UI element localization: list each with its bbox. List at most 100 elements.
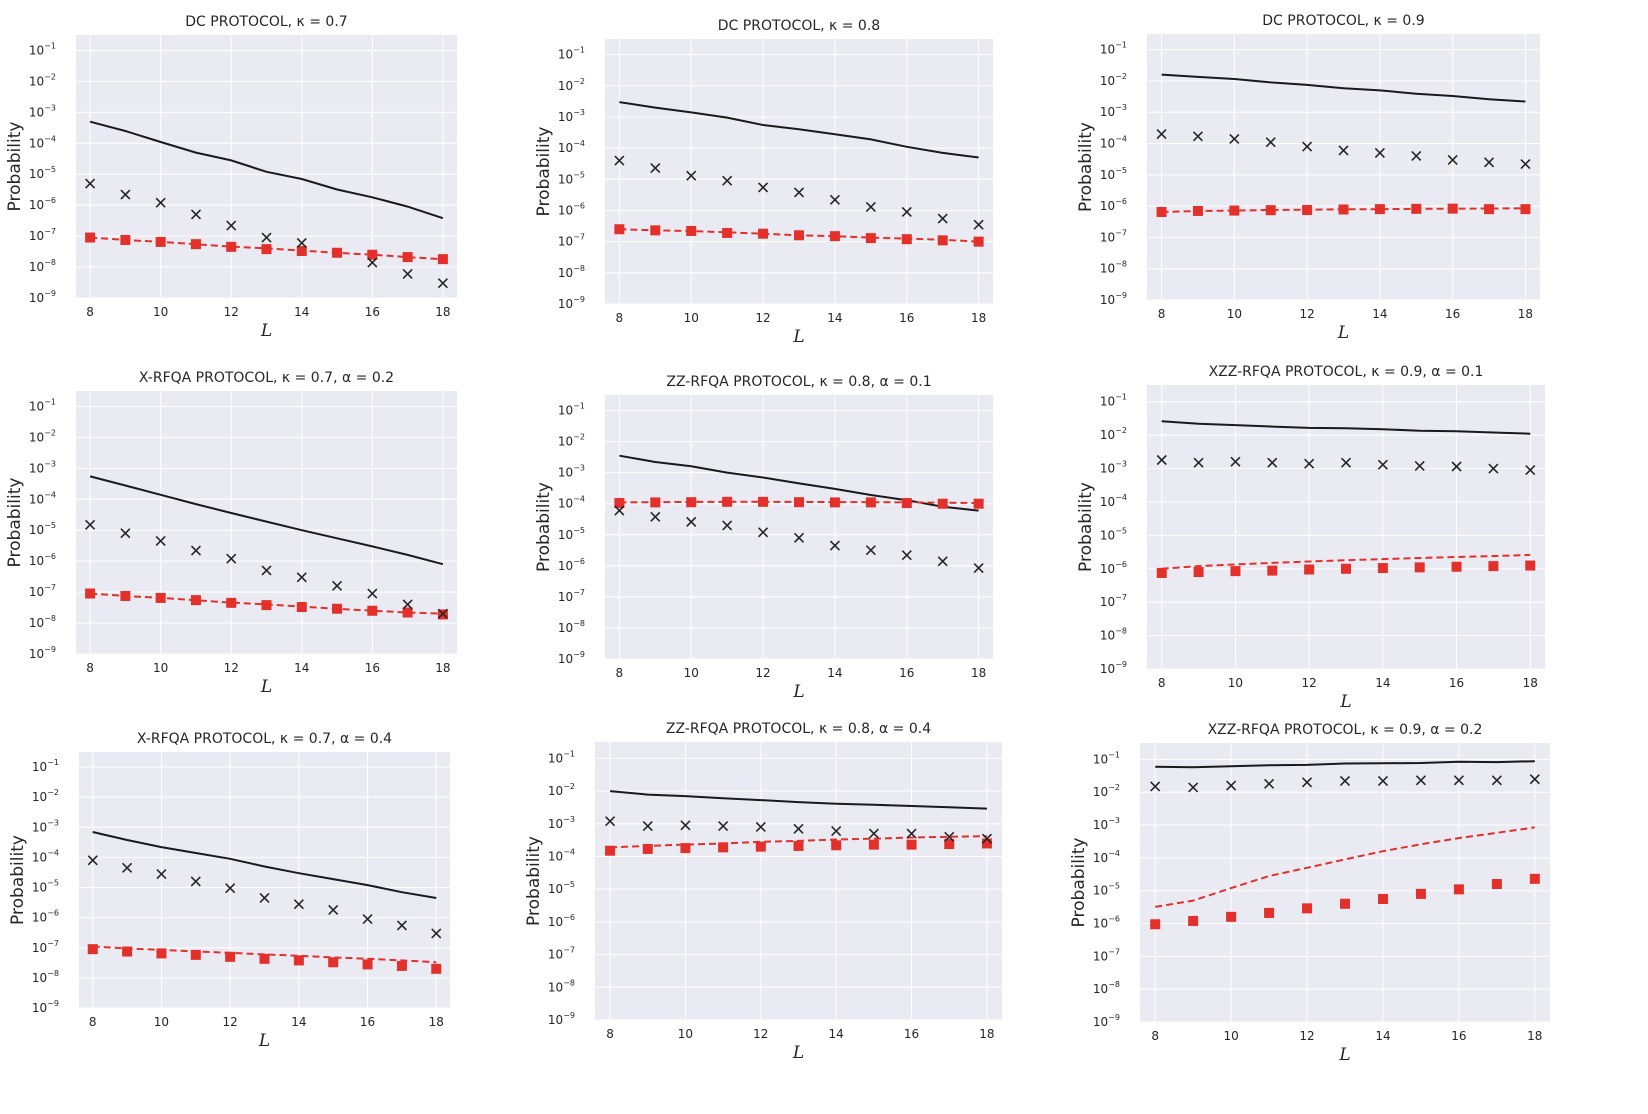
x-tick-label: 18 xyxy=(429,1015,444,1029)
x-marker xyxy=(1230,456,1241,467)
square-marker xyxy=(906,839,917,850)
square-marker xyxy=(1491,879,1502,890)
x-marker xyxy=(906,828,917,839)
y-tick-label: 10−3 xyxy=(1100,103,1127,119)
series-solid-line xyxy=(1161,73,1526,103)
y-tick-label: 10−7 xyxy=(29,583,56,599)
square-marker xyxy=(650,225,661,236)
x-axis-label: L xyxy=(1337,323,1349,343)
y-tick-label: 10−2 xyxy=(548,782,575,798)
plot-area xyxy=(605,395,993,659)
x-marker xyxy=(1377,775,1389,787)
series-dashed-line xyxy=(1155,826,1535,908)
x-tick-label: 18 xyxy=(435,305,450,319)
square-marker xyxy=(793,840,804,851)
x-marker xyxy=(1302,141,1313,152)
square-marker xyxy=(1193,567,1204,578)
plot-area xyxy=(605,39,993,304)
square-marker xyxy=(367,605,378,616)
panel-title: DC PROTOCOL, κ = 0.9 xyxy=(1262,13,1424,29)
y-axis-label: Probability xyxy=(534,127,554,217)
square-marker xyxy=(155,236,166,247)
x-tick-label: 12 xyxy=(224,661,239,675)
x-marker xyxy=(431,928,442,939)
x-axis-label: L xyxy=(1338,1045,1350,1065)
square-marker xyxy=(1264,907,1275,918)
x-tick-label: 12 xyxy=(753,1027,768,1041)
square-marker xyxy=(829,231,840,242)
y-tick-label: 10−3 xyxy=(1100,460,1127,476)
x-axis-label: L xyxy=(260,321,272,341)
x-tick-label: 18 xyxy=(1527,1029,1542,1043)
series-dashed-line xyxy=(610,835,987,849)
y-tick-label: 10−3 xyxy=(29,103,56,119)
y-tick-label: 10−6 xyxy=(29,552,56,568)
square-marker xyxy=(332,603,343,614)
y-tick-label: 10−2 xyxy=(32,788,59,804)
x-marker xyxy=(367,257,378,268)
x-marker xyxy=(225,883,236,894)
square-marker xyxy=(85,588,96,599)
x-tick-label: 16 xyxy=(904,1027,919,1041)
x-tick-label: 14 xyxy=(294,661,309,675)
subplot-4: 10−9 10−8 10−7 10−6 10−5 10−4 10−3 10−2 10−1 8 10 1… xyxy=(5,370,457,697)
square-marker xyxy=(794,497,804,508)
plot-area xyxy=(1147,34,1540,300)
square-marker xyxy=(758,228,769,239)
y-tick-label: 10−2 xyxy=(29,428,56,444)
y-tick-label: 10−7 xyxy=(548,946,575,962)
x-tick-label: 8 xyxy=(86,305,94,319)
square-marker xyxy=(758,496,769,507)
y-tick-label: 10−7 xyxy=(1093,947,1120,963)
square-marker xyxy=(650,497,661,508)
plot-area xyxy=(1140,743,1550,1022)
x-tick-label: 16 xyxy=(365,661,380,675)
x-tick-label: 16 xyxy=(899,666,914,680)
x-tick-label: 16 xyxy=(1449,676,1464,690)
x-tick-label: 16 xyxy=(1445,307,1460,321)
square-marker xyxy=(865,497,876,508)
y-tick-label: 10−6 xyxy=(32,909,59,925)
square-marker xyxy=(1414,562,1425,573)
x-marker xyxy=(868,828,879,839)
square-marker xyxy=(367,249,378,260)
square-marker xyxy=(1304,564,1315,575)
x-tick-label: 8 xyxy=(616,311,624,325)
x-marker xyxy=(642,821,653,832)
x-axis-label: L xyxy=(258,1031,270,1051)
y-tick-label: 10−9 xyxy=(558,295,585,311)
x-marker xyxy=(1451,461,1462,472)
y-tick-label: 10−9 xyxy=(1093,1013,1120,1029)
x-marker xyxy=(1192,131,1204,142)
y-tick-label: 10−9 xyxy=(1100,660,1127,676)
square-marker xyxy=(829,497,840,508)
square-marker xyxy=(293,955,304,966)
square-marker xyxy=(261,244,272,255)
x-marker xyxy=(1267,457,1278,468)
x-marker xyxy=(120,528,131,539)
x-tick-label: 18 xyxy=(971,311,986,325)
x-tick-label: 12 xyxy=(755,311,770,325)
x-marker xyxy=(437,608,448,619)
y-tick-label: 10−6 xyxy=(1093,915,1120,931)
subplot-5: 10−9 10−8 10−7 10−6 10−5 10−4 10−3 10−2 10−1 8 10 1… xyxy=(534,374,993,702)
x-axis-label: L xyxy=(792,682,804,702)
x-tick-label: 14 xyxy=(294,305,309,319)
y-tick-label: 10−2 xyxy=(29,72,56,88)
x-marker xyxy=(1525,464,1536,476)
x-marker xyxy=(1150,781,1161,792)
x-marker xyxy=(865,545,876,556)
x-marker xyxy=(190,545,202,556)
square-marker xyxy=(614,498,625,509)
square-marker xyxy=(1453,884,1464,895)
x-marker xyxy=(829,194,840,205)
x-tick-label: 18 xyxy=(971,666,986,680)
x-marker xyxy=(1453,775,1464,786)
square-marker xyxy=(794,230,804,241)
x-tick-label: 14 xyxy=(827,666,842,680)
square-marker xyxy=(1267,565,1278,576)
x-tick-label: 14 xyxy=(1375,1029,1390,1043)
subplot-8: 10−9 10−8 10−7 10−6 10−5 10−4 10−3 10−2 10−1 8 10 1… xyxy=(524,721,1002,1063)
square-marker xyxy=(402,252,413,263)
series-solid-line xyxy=(610,790,987,810)
